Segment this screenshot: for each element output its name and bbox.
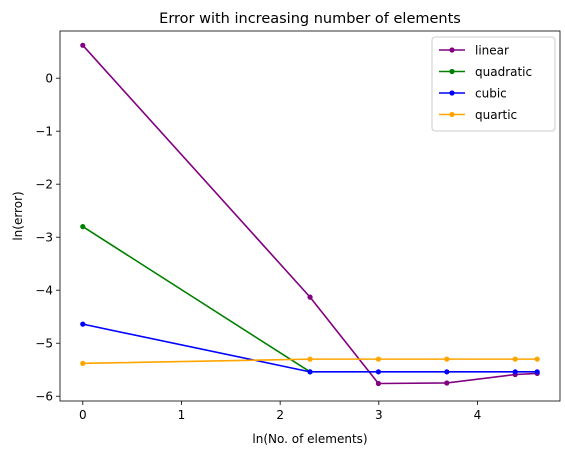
- x-axis-label: ln(No. of elements): [252, 432, 367, 446]
- x-tick-label: 4: [474, 408, 482, 422]
- data-point-cubic: [534, 369, 540, 375]
- data-point-linear: [375, 380, 382, 387]
- series-layer: [80, 42, 540, 387]
- legend-marker-cubic: [449, 90, 455, 96]
- data-point-cubic: [375, 369, 382, 375]
- data-point-cubic: [80, 321, 86, 327]
- series-line-quadratic: [82, 225, 311, 373]
- series-line-quartic: [82, 358, 538, 365]
- y-axis-label: ln(error): [11, 191, 25, 240]
- plot-area: [59, 30, 561, 402]
- data-point-quartic: [80, 360, 86, 366]
- y-tick-label: 0: [45, 72, 53, 86]
- axes-frame: [59, 30, 561, 402]
- data-point-quartic: [512, 356, 518, 362]
- data-point-linear: [80, 42, 86, 48]
- x-tick-label: 2: [276, 408, 284, 422]
- series-line-cubic: [82, 323, 538, 373]
- legend-label-linear: linear: [475, 43, 509, 57]
- y-tick-label: −6: [35, 390, 53, 404]
- legend-label-quadratic: quadratic: [475, 65, 532, 79]
- data-point-linear: [307, 294, 313, 300]
- legend-marker-quartic: [449, 111, 455, 118]
- x-axis: 0 1 2 3 4: [79, 401, 481, 422]
- legend-marker-linear: [449, 47, 455, 53]
- x-tick-label: 3: [375, 408, 383, 422]
- y-tick-label: −5: [35, 337, 53, 351]
- data-point-quartic: [534, 356, 540, 362]
- data-point-quartic: [444, 356, 450, 362]
- y-tick-label: −1: [35, 125, 53, 139]
- legend-marker-quadratic: [449, 68, 455, 75]
- data-point-quartic: [375, 356, 382, 362]
- x-tick-label: 1: [178, 408, 186, 422]
- legend-label-quartic: quartic: [475, 108, 517, 122]
- y-tick-label: −2: [35, 178, 53, 192]
- data-point-cubic: [512, 369, 518, 375]
- y-tick-label: −3: [35, 231, 53, 245]
- y-axis: 0 −1 −2 −3 −4 −5 −6: [35, 72, 60, 404]
- data-point-quartic: [307, 356, 313, 362]
- y-tick-label: −4: [35, 284, 53, 298]
- legend: linear quadratic cubic quartic: [431, 36, 556, 132]
- legend-box: [431, 36, 556, 132]
- data-point-quadratic: [80, 224, 86, 230]
- legend-label-cubic: cubic: [475, 86, 507, 100]
- x-tick-label: 0: [79, 408, 87, 422]
- data-point-cubic: [444, 369, 450, 375]
- data-point-cubic: [307, 369, 313, 375]
- series-line-linear: [82, 44, 538, 385]
- chart-title: Error with increasing number of elements: [159, 11, 461, 27]
- data-point-linear: [444, 380, 450, 386]
